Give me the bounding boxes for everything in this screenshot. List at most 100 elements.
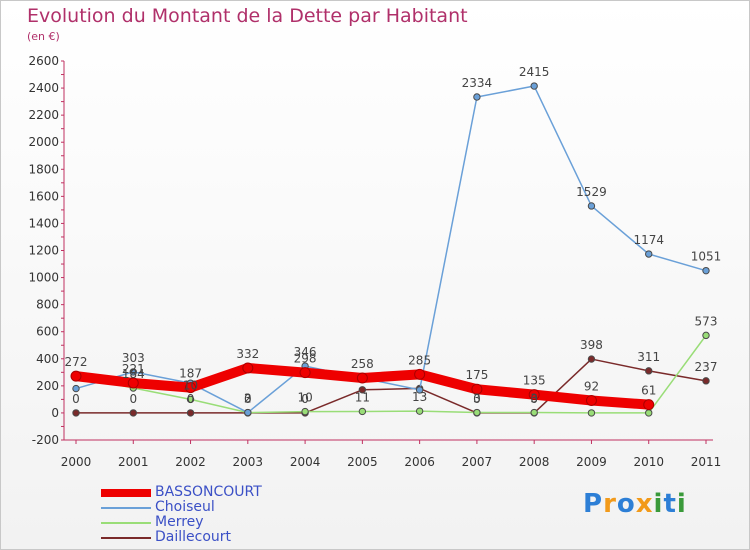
data-label: 10 <box>183 378 198 392</box>
legend-item-bassoncourt: BASSONCOURT <box>101 484 301 501</box>
data-label: 1529 <box>576 185 607 199</box>
data-point <box>645 367 653 375</box>
data-label: 0 <box>530 392 538 406</box>
series-line-choiseul <box>75 85 707 414</box>
y-tick-label: 2400 <box>28 81 59 95</box>
data-point <box>242 362 254 374</box>
data-point <box>244 408 252 417</box>
data-point <box>643 399 655 411</box>
data-point <box>72 384 80 393</box>
data-point <box>587 202 596 210</box>
data-label: 2 <box>244 392 252 406</box>
data-point <box>645 409 653 417</box>
y-tick-label: 200 <box>36 379 59 393</box>
data-label: 92 <box>584 379 599 393</box>
x-tick-label: 2010 <box>633 455 664 469</box>
data-point <box>528 389 540 401</box>
data-label: 0 <box>473 392 481 406</box>
y-tick-label: 1400 <box>28 216 59 230</box>
data-label: 61 <box>641 384 656 398</box>
data-point <box>587 409 596 417</box>
legend-item-choiseul: Choiseul <box>101 499 301 516</box>
data-label: 573 <box>695 314 718 328</box>
data-label: 1174 <box>633 233 664 247</box>
data-label: 135 <box>523 374 546 388</box>
y-tick-label: 2000 <box>28 135 59 149</box>
legend-swatch <box>101 522 151 524</box>
data-label: 0 <box>301 392 309 406</box>
x-tick-label: 2006 <box>404 455 435 469</box>
data-point <box>356 372 368 384</box>
data-point <box>415 407 424 415</box>
x-tick-label: 2011 <box>691 455 722 469</box>
series-layer <box>70 82 710 417</box>
data-point <box>358 386 367 394</box>
data-label: 221 <box>122 362 145 376</box>
data-point <box>473 93 481 101</box>
data-point <box>129 409 137 417</box>
data-label: 1051 <box>691 250 722 264</box>
y-tick-label: -200 <box>32 433 59 447</box>
data-label: 258 <box>351 357 374 371</box>
data-point <box>358 407 367 416</box>
y-tick-label: 0 <box>51 406 59 420</box>
x-tick-label: 2004 <box>290 455 321 469</box>
axes: -200020040060080010001200140016001800200… <box>28 54 721 469</box>
y-tick-label: 1600 <box>28 189 59 203</box>
data-point <box>645 250 653 258</box>
series-line-daillecourt <box>75 358 707 414</box>
y-tick-label: 600 <box>36 325 59 339</box>
data-label: 332 <box>236 347 259 361</box>
data-label: 0 <box>72 392 80 406</box>
data-point <box>299 367 311 379</box>
data-labels: 0 0 0 0 0 0 0 398 311 237 184 10 2 10 11 13 3 3 573 303 3 346… <box>65 65 722 406</box>
x-tick-label: 2005 <box>347 455 378 469</box>
y-tick-label: 1800 <box>28 162 59 176</box>
data-label: 3 <box>244 392 252 406</box>
data-point <box>127 377 139 389</box>
legend-label: Daillecourt <box>155 529 232 545</box>
chart-title: Evolution du Montant de la Dette par Hab… <box>27 5 468 27</box>
legend-item-merrey: Merrey <box>101 514 301 531</box>
data-label: 11 <box>355 390 370 404</box>
data-point <box>186 395 195 404</box>
data-point <box>129 368 137 376</box>
y-tick-label: 2200 <box>28 108 59 122</box>
data-label: 3 <box>473 392 481 406</box>
data-point <box>702 331 710 340</box>
data-point <box>587 355 596 363</box>
data-label: 0 <box>244 392 252 406</box>
x-tick-label: 2003 <box>233 455 264 469</box>
x-tick-label: 2008 <box>519 455 550 469</box>
chart-subtitle: (en €) <box>27 30 60 43</box>
x-tick-label: 2002 <box>175 455 206 469</box>
data-point <box>471 383 483 395</box>
data-point <box>585 394 597 406</box>
data-label: 3 <box>530 392 538 406</box>
data-label: 237 <box>695 360 718 374</box>
data-label: 272 <box>65 355 88 369</box>
data-label: 0 <box>129 392 137 406</box>
legend-label: Merrey <box>155 514 204 530</box>
data-point <box>185 382 197 394</box>
legend-swatch <box>101 507 151 509</box>
data-point <box>186 409 195 417</box>
data-label: 398 <box>580 338 603 352</box>
y-tick-label: 2600 <box>28 54 59 68</box>
x-tick-label: 2000 <box>61 455 92 469</box>
data-label: 184 <box>122 367 145 381</box>
data-label: 2334 <box>462 76 493 90</box>
data-label: 0 <box>187 392 195 406</box>
legend-label: Choiseul <box>155 499 215 515</box>
data-label: 175 <box>465 368 488 382</box>
legend-swatch <box>101 489 151 497</box>
data-label: 2415 <box>519 65 550 79</box>
series-line-bassoncourt <box>71 362 654 410</box>
legend: BASSONCOURT Choiseul Merrey Daillecourt <box>101 484 301 546</box>
y-tick-label: 1000 <box>28 271 59 285</box>
data-point <box>70 370 82 382</box>
y-tick-label: 800 <box>36 298 59 312</box>
data-label: 187 <box>179 367 202 381</box>
